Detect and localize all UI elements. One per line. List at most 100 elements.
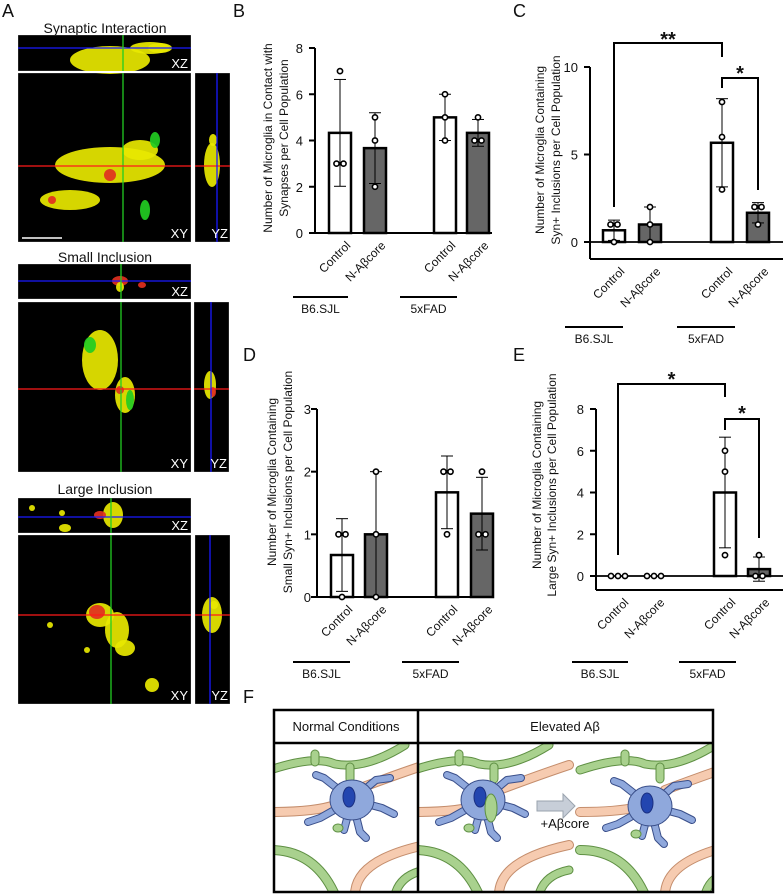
fluorescence-signal [122,140,158,160]
header-normal-conditions: Normal Conditions [293,719,400,734]
process [351,842,417,891]
y-tick-label: 5 [571,148,578,163]
y-tick-label: 1 [304,527,311,542]
data-point [478,468,486,476]
data-point [643,572,651,580]
data-point [474,113,482,121]
fluorescence-signal [47,622,53,628]
significance-label: ** [660,29,676,51]
data-point [650,572,658,580]
process [495,841,573,891]
microglia-nucleus [342,786,356,808]
data-point [447,468,454,476]
bar [465,131,491,235]
significance-label: * [736,63,744,85]
data-point [721,468,729,476]
data-point [614,572,622,580]
chart-d: 0 1 2 3 Number of Microglia Containing Small … [265,371,496,681]
panel-f-schematic: Normal Conditions Elevated Aβ +Aβcore [272,708,715,894]
process [702,876,712,891]
fluorescence-signal [59,510,65,516]
fluorescence-signal [138,282,146,288]
fluorescence-signal [150,132,160,148]
data-point [721,447,729,455]
category-label: N-Aβcore [621,595,667,641]
y-axis-label: Number of Microglia Containing [530,401,544,569]
micrograph-row [18,498,230,704]
arrow-label: +Aβcore [540,816,589,831]
fluorescence-signal [70,46,150,74]
fluorescence-signal [29,505,35,511]
micrograph-title: Synaptic Interaction [44,20,167,36]
panel-label-b: B [233,1,245,21]
significance-bracket [617,383,726,555]
category-label: N-Aβcore [725,264,771,310]
xz-label: XZ [171,284,188,299]
y-tick-label: 8 [577,402,584,417]
y-tick-label: 6 [577,444,584,459]
y-axis-label: Number of Microglia Containing [265,398,279,566]
group-label: 5xFAD [689,667,725,681]
y-axis-label: Small Syn+ Inclusions per Cell Populatio… [281,371,295,593]
data-point [340,160,347,168]
y-axis-label: Synapses per Cell Population [277,59,291,216]
schematic-frame [272,708,715,894]
data-point [371,183,379,191]
fluorescence-signal [116,282,124,292]
significance-label: * [738,403,746,425]
group-label: 5xFAD [688,332,724,346]
data-point [759,572,766,580]
data-point [718,186,726,193]
panel-a-micrographs: Synaptic Interaction XZ XY YZ Small Inclusio… [18,20,230,704]
process [311,750,354,783]
process [419,846,482,891]
fluorescence-signal [59,524,71,532]
data-point [482,530,489,538]
data-point [754,221,762,228]
micrograph-row [18,264,229,472]
process [621,750,664,783]
data-point [441,137,449,144]
xz-label: XZ [171,518,188,533]
fluorescence-signal [103,502,123,528]
process [661,846,712,891]
y-axis-label: Number of Microglia in Contact with [261,43,275,232]
fluorescence-signal [209,134,217,146]
data-point [718,98,726,106]
data-point [646,221,654,228]
y-axis-label: Number of Microglia Containing [533,66,547,234]
data-point [372,593,380,601]
data-point [371,137,379,144]
header-elevated-abeta: Elevated Aβ [530,719,600,734]
data-point [657,572,665,580]
synapse-inclusion [463,823,475,833]
process [275,846,338,891]
elevated-abeta-illustration [419,744,712,891]
microglia-nucleus [473,786,487,808]
y-axis-label: Syn+ Inclusions per Cell Population [549,55,563,244]
fluorescence-signal [126,390,134,410]
fluorescence-signal [84,337,96,353]
fluorescence-signal [140,200,150,220]
y-tick-label: 2 [304,465,311,480]
group-label: B6.SJL [575,332,614,346]
yz-label: YZ [211,688,228,703]
process [576,744,712,774]
group-label: 5xFAD [412,667,448,681]
fluorescence-signal [116,386,124,394]
fluorescence-signal [204,143,220,187]
data-point [342,530,349,538]
process [576,846,648,891]
panel-label-a: A [2,1,14,21]
process [536,866,573,891]
fluorescence-signal [84,647,90,653]
panel-label-c: C [513,1,526,21]
process [419,744,553,773]
micrograph-row [18,35,230,242]
normal-conditions-illustration [275,744,417,891]
process [275,744,409,773]
fluorescence-signal [145,678,159,692]
data-point [371,113,379,121]
synapse-inclusion [630,829,642,839]
significance-bracket [721,77,759,190]
